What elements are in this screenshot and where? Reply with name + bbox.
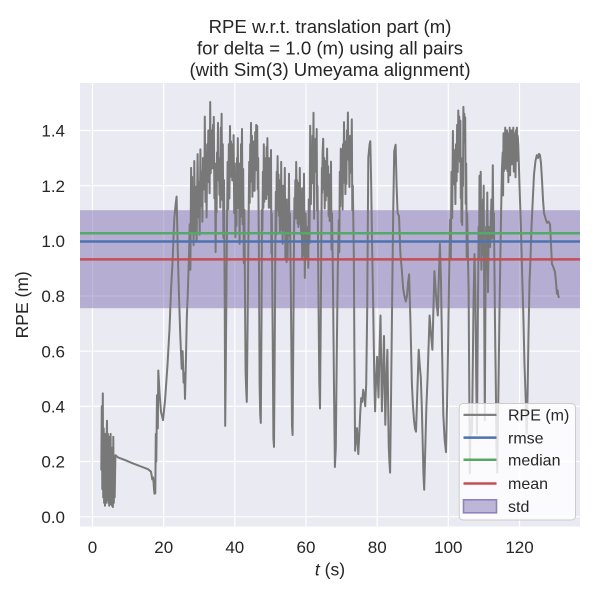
svg-text:0.8: 0.8 [41, 287, 65, 306]
svg-text:0.0: 0.0 [41, 508, 65, 527]
svg-text:for delta = 1.0 (m) using all: for delta = 1.0 (m) using all pairs [197, 38, 463, 59]
svg-text:t (s): t (s) [315, 560, 345, 580]
svg-text:RPE (m): RPE (m) [508, 408, 569, 425]
svg-text:std: std [508, 499, 529, 516]
svg-text:0: 0 [88, 538, 97, 557]
svg-text:rmse: rmse [508, 430, 544, 447]
svg-text:40: 40 [225, 538, 244, 557]
svg-text:0.6: 0.6 [41, 342, 65, 361]
svg-text:1.0: 1.0 [41, 232, 65, 251]
svg-text:0.4: 0.4 [41, 398, 65, 417]
svg-text:1.2: 1.2 [41, 177, 65, 196]
svg-text:RPE (m): RPE (m) [12, 271, 32, 338]
svg-text:100: 100 [434, 538, 462, 557]
svg-text:120: 120 [505, 538, 533, 557]
svg-text:20: 20 [154, 538, 173, 557]
svg-text:(with Sim(3) Umeyama alignment: (with Sim(3) Umeyama alignment) [189, 59, 470, 80]
svg-text:mean: mean [508, 476, 548, 493]
svg-text:80: 80 [368, 538, 387, 557]
svg-text:0.2: 0.2 [41, 453, 65, 472]
svg-text:60: 60 [297, 538, 316, 557]
svg-text:RPE w.r.t. translation part (m: RPE w.r.t. translation part (m) [209, 16, 452, 37]
svg-text:1.4: 1.4 [41, 122, 65, 141]
svg-text:median: median [508, 452, 560, 469]
